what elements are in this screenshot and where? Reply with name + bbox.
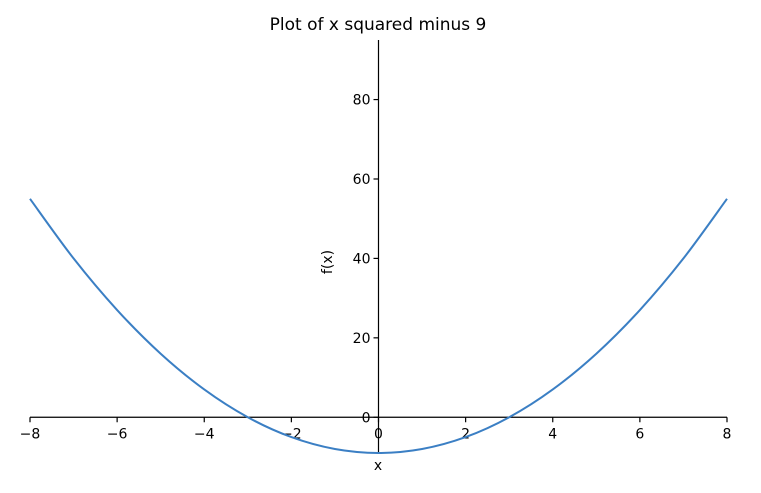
x-tick-label: 6: [635, 426, 644, 442]
y-axis-label: f(x): [320, 250, 336, 274]
y-tick-label: 20: [353, 331, 371, 347]
x-tick-label: 4: [548, 426, 557, 442]
x-tick-label: 2: [461, 426, 470, 442]
series-line: [29, 198, 728, 455]
y-tick-label: 60: [353, 172, 371, 188]
plot-area: [29, 198, 728, 455]
chart-title: Plot of x squared minus 9: [270, 15, 487, 35]
x-tick-label: −6: [107, 426, 128, 442]
y-tick-label: 80: [353, 93, 371, 109]
y-tick-label: 0: [362, 410, 371, 426]
y-tick-label: 40: [353, 251, 371, 267]
x-axis-label: x: [374, 458, 382, 474]
x-tick-label: −8: [20, 426, 41, 442]
x-tick-label: 0: [374, 426, 383, 442]
x-tick-label: −4: [194, 426, 215, 442]
x-tick-label: 8: [723, 426, 732, 442]
